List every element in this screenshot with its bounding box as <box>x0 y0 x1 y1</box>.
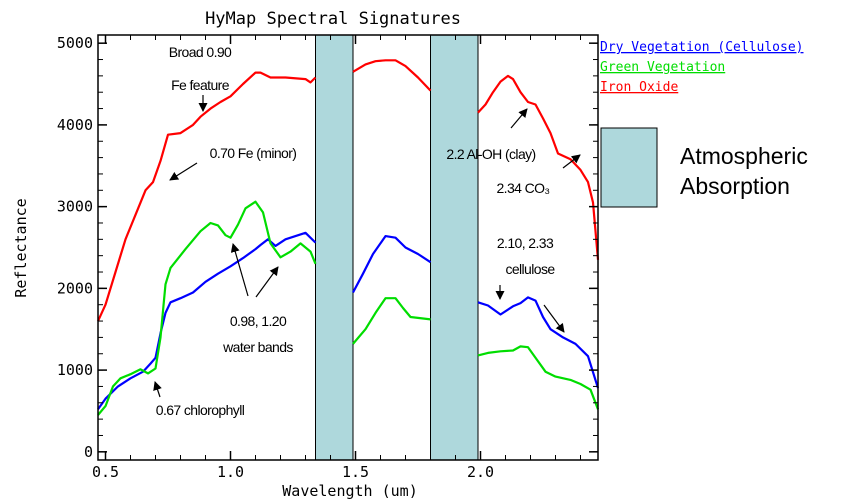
annotation-water: 0.98, 1.20 water bands <box>222 313 293 355</box>
absorption-legend-line: Atmospheric <box>680 143 808 169</box>
annotations: Broad 0.90 Fe feature 0.70 Fe (minor) 0.9… <box>153 44 581 418</box>
absorption-band <box>430 34 479 461</box>
series-line <box>352 59 432 92</box>
legend-entry: Iron Oxide <box>600 80 678 95</box>
x-tick-label: 1.5 <box>342 463 369 481</box>
series-dry-vegetation-cellulose <box>97 231 600 410</box>
series-group <box>96 59 600 416</box>
annotation-arrow <box>153 381 162 398</box>
absorption-band <box>315 34 354 461</box>
legend-entry: Dry Vegetation (Cellulose) <box>600 40 804 55</box>
x-axis-label: Wavelength (um) <box>282 482 417 500</box>
series-line <box>477 296 600 389</box>
x-tick-label: 1.0 <box>217 463 244 481</box>
absorption-legend-line: Absorption <box>680 173 790 199</box>
annotation-aloh: 2.2 Al-OH (clay) <box>446 146 535 162</box>
annotation-arrow <box>510 108 528 129</box>
x-tick-label: 2.0 <box>467 463 494 481</box>
series-line <box>97 200 317 416</box>
annotation-fe-070: 0.70 Fe (minor) <box>210 145 297 161</box>
chart-title: HyMap Spectral Signatures <box>205 9 461 29</box>
y-axis-label: Reflectance <box>12 198 30 297</box>
series-line <box>352 235 432 294</box>
axis-ticks: 0.5 1.0 1.5 2.0 0 1000 2000 3000 4000 5000 <box>57 34 598 481</box>
annotation-arrow <box>562 154 581 169</box>
y-tick-label: 4000 <box>57 116 93 134</box>
series-line <box>352 297 431 345</box>
series-line <box>477 345 600 410</box>
annotation-co3: 2.34 CO₃ <box>496 180 549 196</box>
y-tick-label: 0 <box>84 443 93 461</box>
y-tick-label: 1000 <box>57 361 93 379</box>
series-green-vegetation <box>97 200 600 416</box>
absorption-bands <box>315 34 479 461</box>
annotation-fe-090: Broad 0.90 Fe feature <box>169 44 232 93</box>
annotation-arrow <box>230 243 249 297</box>
annotation-arrow <box>169 162 198 181</box>
series-line <box>97 231 317 410</box>
series-line <box>96 71 317 322</box>
absorption-legend-label: Atmospheric Absorption <box>680 143 814 199</box>
x-tick-label: 0.5 <box>92 463 119 481</box>
legend: Dry Vegetation (Cellulose) Green Vegetati… <box>600 40 804 95</box>
y-tick-label: 5000 <box>57 34 93 52</box>
annotation-cellulose: 2.10, 2.33 cellulose <box>497 235 555 277</box>
plot-frame <box>97 34 599 461</box>
y-tick-label: 2000 <box>57 279 93 297</box>
legend-entry: Green Vegetation <box>600 60 725 75</box>
annotation-arrow <box>255 266 279 298</box>
series-line <box>477 74 600 260</box>
annotation-chlorophyll: 0.67 chlorophyll <box>156 402 245 418</box>
absorption-legend-swatch <box>600 127 658 208</box>
series-iron-oxide <box>96 59 600 322</box>
y-tick-label: 3000 <box>57 198 93 216</box>
annotation-arrow <box>543 304 565 333</box>
